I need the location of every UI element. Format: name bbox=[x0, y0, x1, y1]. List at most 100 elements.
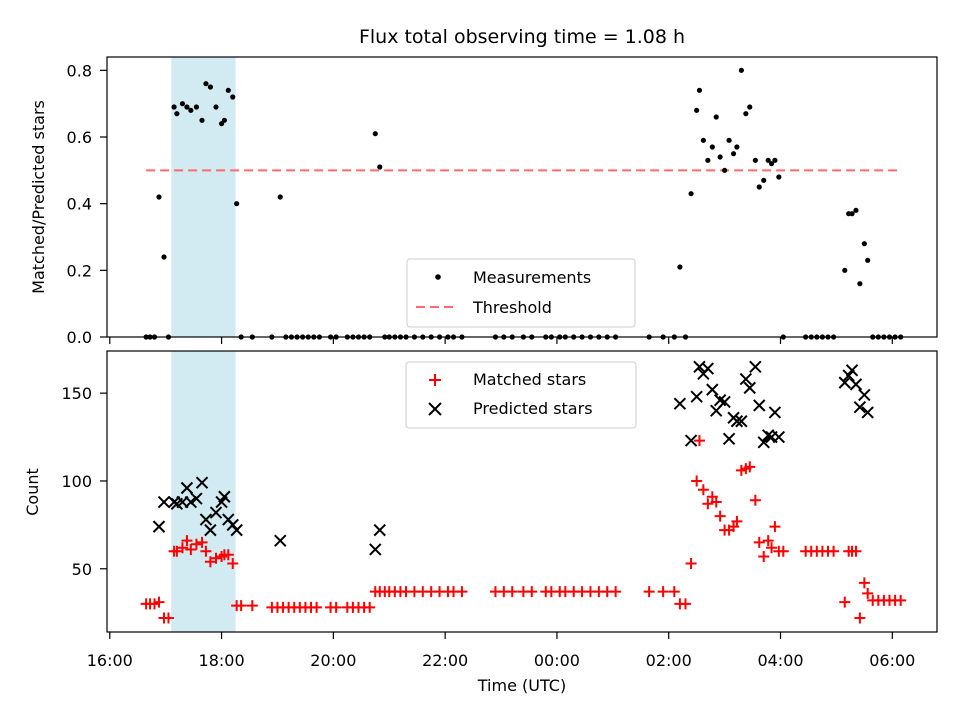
predicted-star-point bbox=[753, 399, 766, 412]
top-y-tick-label: 0.6 bbox=[67, 128, 92, 147]
predicted-star-point bbox=[274, 534, 287, 547]
legend-measurements-marker bbox=[435, 274, 441, 280]
top-legend-box bbox=[406, 258, 636, 328]
top-y-tick-label: 0.0 bbox=[67, 328, 92, 347]
measurement-point bbox=[161, 254, 167, 260]
predicted-star-point bbox=[684, 434, 698, 447]
bottom-x-ticks: 16:00 18:00 20:00 22:00 00:00 02:00 04:00 06:00 bbox=[87, 632, 915, 670]
matched-star-point bbox=[744, 461, 756, 473]
predicted-star-point bbox=[706, 383, 719, 396]
predicted-star-point bbox=[369, 543, 382, 556]
top-y-tick-label: 0.2 bbox=[67, 261, 92, 280]
x-tick-label: 22:00 bbox=[422, 651, 468, 670]
matched-star-point bbox=[610, 586, 622, 598]
measurement-point bbox=[277, 194, 283, 200]
predicted-star-point bbox=[735, 415, 748, 428]
predicted-star-point bbox=[838, 376, 851, 389]
matched-star-point bbox=[828, 545, 840, 557]
x-tick-label: 06:00 bbox=[869, 651, 915, 670]
predicted-star-point bbox=[743, 381, 756, 395]
matched-star-point bbox=[181, 535, 193, 547]
measurement-point bbox=[853, 207, 859, 213]
matched-star-point bbox=[235, 600, 247, 612]
measurement-point bbox=[865, 257, 871, 263]
matched-star-point bbox=[710, 496, 722, 508]
matched-star-point bbox=[731, 515, 743, 527]
matched-star-point bbox=[685, 558, 697, 570]
bottom-legend: Matched stars Predicted stars bbox=[405, 361, 637, 429]
top-y-axis-label: Matched/Predicted stars bbox=[29, 100, 48, 294]
matched-star-point bbox=[839, 596, 851, 608]
matched-star-point bbox=[679, 598, 691, 610]
measurement-point bbox=[677, 264, 683, 270]
matched-star-point bbox=[246, 600, 258, 612]
bottom-y-tick-label: 50 bbox=[72, 560, 92, 579]
matched-star-point bbox=[850, 545, 862, 557]
predicted-star-point bbox=[757, 436, 770, 449]
measurement-point bbox=[761, 177, 767, 183]
matched-star-point bbox=[227, 558, 239, 570]
predicted-star-point bbox=[861, 406, 874, 419]
measurement-point bbox=[857, 281, 863, 287]
predicted-star-point bbox=[152, 520, 166, 533]
predicted-star-point bbox=[768, 406, 782, 419]
measurement-point bbox=[842, 267, 848, 273]
matched-star-point bbox=[171, 545, 183, 557]
measurement-point bbox=[184, 104, 190, 110]
bottom-y-tick-label: 150 bbox=[61, 384, 92, 403]
matched-star-point bbox=[222, 549, 234, 561]
measurement-point bbox=[199, 117, 205, 123]
legend-predicted-marker bbox=[428, 402, 442, 416]
measurement-point bbox=[207, 84, 214, 90]
bottom-y-axis-label: Count bbox=[23, 468, 42, 516]
measurement-point bbox=[372, 131, 378, 137]
measurement-point bbox=[230, 94, 236, 100]
matched-star-point bbox=[210, 552, 222, 564]
matched-star-point bbox=[758, 550, 770, 562]
matched-star-point bbox=[162, 612, 174, 624]
matched-star-point bbox=[176, 542, 188, 554]
legend-measurements-label: Measurements bbox=[473, 268, 591, 287]
measurement-point bbox=[861, 241, 867, 247]
measurement-point bbox=[756, 184, 762, 190]
predicted-star-point bbox=[199, 513, 213, 526]
measurement-point bbox=[734, 144, 740, 150]
top-y-tick-label: 0.4 bbox=[67, 195, 92, 214]
matched-star-point bbox=[766, 542, 778, 554]
chart-title: Flux total observing time = 1.08 h bbox=[359, 26, 685, 48]
top-legend: Measurements Threshold bbox=[406, 258, 636, 328]
measurement-point bbox=[752, 157, 758, 163]
x-tick-label: 20:00 bbox=[310, 651, 356, 670]
predicted-star-point bbox=[701, 362, 715, 375]
matched-star-point bbox=[753, 536, 765, 548]
measurement-point bbox=[156, 194, 162, 200]
measurement-point bbox=[171, 104, 177, 110]
predicted-star-point bbox=[230, 523, 243, 537]
bottom-panel: 50 100 150 16:00 18:00 20:00 22:00 00:00 02:00 0… bbox=[23, 350, 938, 695]
matched-star-point bbox=[714, 510, 726, 522]
top-highlight-span bbox=[171, 57, 236, 337]
matched-star-point bbox=[702, 498, 714, 510]
predicted-star-point bbox=[157, 495, 171, 509]
predicted-star-point bbox=[204, 523, 217, 537]
matched-star-point bbox=[185, 543, 197, 555]
predicted-star-point bbox=[690, 390, 703, 403]
x-tick-label: 16:00 bbox=[87, 651, 133, 670]
x-tick-label: 00:00 bbox=[534, 651, 580, 670]
matched-star-point bbox=[506, 586, 518, 598]
predicted-star-point bbox=[373, 523, 386, 537]
matched-star-point bbox=[769, 521, 781, 533]
measurement-point bbox=[696, 87, 703, 93]
top-panel: 0.00.20.40.60.8 Matched/Predicted stars … bbox=[29, 56, 938, 347]
predicted-star-point bbox=[190, 492, 203, 505]
matched-star-points bbox=[140, 435, 907, 624]
matched-star-point bbox=[749, 494, 761, 506]
x-tick-label: 18:00 bbox=[199, 651, 245, 670]
predicted-star-point bbox=[853, 400, 867, 414]
measurement-point bbox=[765, 157, 771, 163]
measurement-point bbox=[179, 101, 186, 107]
predicted-star-point bbox=[718, 395, 731, 409]
measurement-point bbox=[726, 137, 732, 143]
matched-star-point bbox=[668, 586, 680, 598]
legend-predicted-label: Predicted stars bbox=[473, 399, 593, 418]
